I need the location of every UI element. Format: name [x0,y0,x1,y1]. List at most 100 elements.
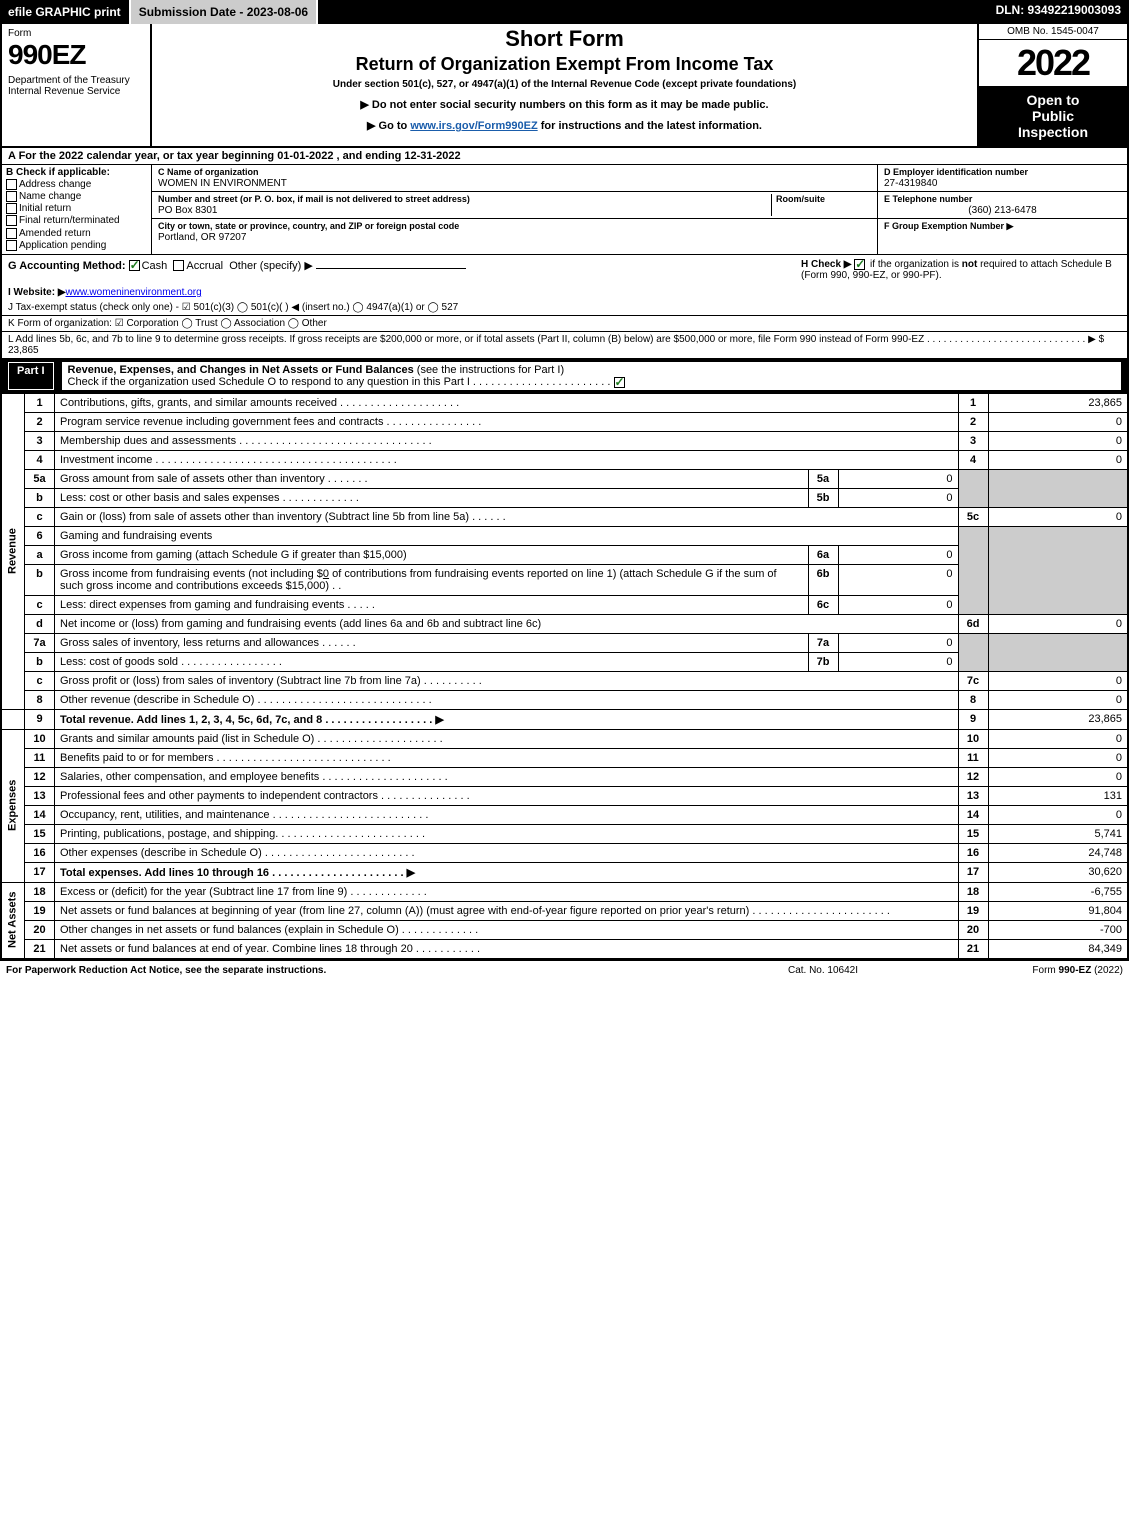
l13-ln: 13 [958,786,988,805]
other-input[interactable] [316,268,466,269]
l20-ln: 20 [958,920,988,939]
l20-val: -700 [988,920,1128,939]
l14-num: 14 [25,805,55,824]
org-name: WOMEN IN ENVIRONMENT [158,178,287,189]
chk-initial[interactable]: Initial return [6,203,147,214]
chk-part1-o[interactable] [614,377,625,388]
l14-ln: 14 [958,805,988,824]
l11-num: 11 [25,748,55,767]
l-text: L Add lines 5b, 6c, and 7b to line 9 to … [8,334,1104,345]
l6c-sn: 6c [808,595,838,614]
l18-val: -6,755 [988,882,1128,901]
row-j: J Tax-exempt status (check only one) - ☑… [0,300,1129,316]
street: PO Box 8301 [158,205,217,216]
l6a-desc: Gross income from gaming (attach Schedul… [55,545,809,564]
vert-expenses: Expenses [1,729,25,882]
l6-num: 6 [25,526,55,545]
chk-amended[interactable]: Amended return [6,228,147,239]
l21-val: 84,349 [988,939,1128,958]
e-label: E Telephone number [884,194,972,204]
l9-ln: 9 [958,709,988,729]
l3-ln: 3 [958,431,988,450]
part1-title: Revenue, Expenses, and Changes in Net As… [62,362,1121,390]
l8-num: 8 [25,690,55,709]
chk-address[interactable]: Address change [6,179,147,190]
l19-num: 19 [25,901,55,920]
form-word: Form [8,28,144,39]
ein: 27-4319840 [884,178,937,189]
l3-val: 0 [988,431,1128,450]
l8-ln: 8 [958,690,988,709]
l17-num: 17 [25,862,55,882]
l5c-desc: Gain or (loss) from sale of assets other… [55,507,959,526]
l7b-num: b [25,652,55,671]
l1-ln: 1 [958,393,988,412]
l6a-num: a [25,545,55,564]
l6c-num: c [25,595,55,614]
l2-val: 0 [988,412,1128,431]
form-header: Form 990EZ Department of the Treasury In… [0,24,1129,148]
row-l: L Add lines 5b, 6c, and 7b to line 9 to … [0,332,1129,359]
l18-num: 18 [25,882,55,901]
chk-h[interactable] [854,259,865,270]
title-return: Return of Organization Exempt From Incom… [160,54,969,75]
f-label: F Group Exemption Number ▶ [884,221,1013,231]
chk-cash[interactable] [129,260,140,271]
l7b-sn: 7b [808,652,838,671]
l7b-sv: 0 [838,652,958,671]
l4-ln: 4 [958,450,988,469]
l13-num: 13 [25,786,55,805]
l7c-desc: Gross profit or (loss) from sales of inv… [55,671,959,690]
chk-final[interactable]: Final return/terminated [6,215,147,226]
tax-year: 2022 [979,40,1127,86]
l21-ln: 21 [958,939,988,958]
l5a-sv: 0 [838,469,958,488]
col-d: D Employer identification number 27-4319… [877,165,1127,254]
g-label: G Accounting Method: [8,260,126,272]
part1-header: Part I Revenue, Expenses, and Changes in… [0,359,1129,393]
row-a-text: A For the 2022 calendar year, or tax yea… [8,150,461,162]
l15-num: 15 [25,824,55,843]
l15-val: 5,741 [988,824,1128,843]
l5a-num: 5a [25,469,55,488]
l17-desc: Total expenses. Add lines 10 through 16 … [55,862,959,882]
l19-ln: 19 [958,901,988,920]
submission-tab: Submission Date - 2023-08-06 [131,0,318,24]
cash-label: Cash [142,260,168,272]
row-a: A For the 2022 calendar year, or tax yea… [0,148,1129,165]
chk-accrual[interactable] [173,260,184,271]
footer: For Paperwork Reduction Act Notice, see … [0,959,1129,980]
efile-tab[interactable]: efile GRAPHIC print [0,0,131,24]
l5c-val: 0 [988,507,1128,526]
l6d-desc: Net income or (loss) from gaming and fun… [55,614,959,633]
irs-link[interactable]: www.irs.gov/Form990EZ [410,120,537,132]
chk-pending[interactable]: Application pending [6,240,147,251]
header-mid: Short Form Return of Organization Exempt… [152,24,977,146]
instr2: ▶ Go to www.irs.gov/Form990EZ for instru… [160,119,969,132]
h-label: H Check ▶ [801,259,851,270]
other-label: Other (specify) ▶ [229,260,313,272]
grey-5v [988,469,1128,507]
l18-ln: 18 [958,882,988,901]
l17-val: 30,620 [988,862,1128,882]
l7c-val: 0 [988,671,1128,690]
cell-street: Number and street (or P. O. box, if mail… [152,192,877,219]
part1-checkline: Check if the organization used Schedule … [68,376,611,388]
l3-num: 3 [25,431,55,450]
l5c-ln: 5c [958,507,988,526]
l18-desc: Excess or (deficit) for the year (Subtra… [55,882,959,901]
row-i: I Website: ▶www.womeninenvironment.org [0,285,1129,300]
grey-6v [988,526,1128,614]
l6d-val: 0 [988,614,1128,633]
l6d-num: d [25,614,55,633]
l2-desc: Program service revenue including govern… [55,412,959,431]
l2-ln: 2 [958,412,988,431]
grey-5 [958,469,988,507]
website-link[interactable]: www.womeninenvironment.org [66,287,202,298]
l8-desc: Other revenue (describe in Schedule O) .… [55,690,959,709]
cell-phone: E Telephone number (360) 213-6478 [878,192,1127,219]
chk-name[interactable]: Name change [6,191,147,202]
topbar: efile GRAPHIC print Submission Date - 20… [0,0,1129,24]
l10-val: 0 [988,729,1128,748]
footer-mid: Cat. No. 10642I [723,965,923,976]
